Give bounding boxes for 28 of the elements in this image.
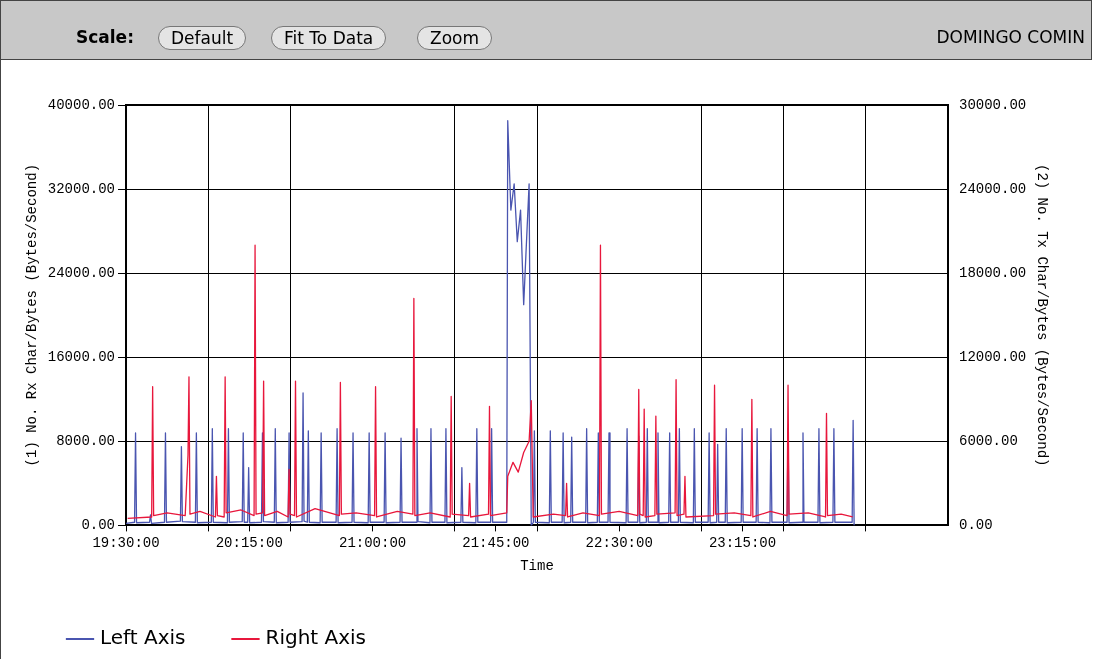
text: Fit To Data xyxy=(271,26,387,50)
x-tick-label: 23:15:00 xyxy=(708,534,777,551)
y-axis-title: (1) No. Rx Char/Bytes (Bytes/Second) xyxy=(24,163,41,467)
y-tick-label: 16000.00 xyxy=(47,348,116,365)
y-tick-label: 24000.00 xyxy=(47,264,116,281)
x-tick-label: 22:30:00 xyxy=(585,534,653,551)
x-tick-label: 21:00:00 xyxy=(338,534,407,551)
text: Default xyxy=(158,26,247,50)
text: Zoom xyxy=(417,26,493,50)
y2-tick-label: 18000.00 xyxy=(958,264,1027,281)
y2-axis-title: (2) No. Tx Char/Bytes (Bytes/Second) xyxy=(1033,163,1050,467)
legend-label: Right Axis xyxy=(265,625,367,650)
y2-tick-label: 6000.00 xyxy=(958,433,1018,450)
y2-tick-label: 24000.00 xyxy=(958,180,1027,197)
y-tick-label: 8000.00 xyxy=(56,433,116,450)
y2-tick-label: 12000.00 xyxy=(958,348,1027,365)
y-tick-label: 0.00 xyxy=(81,517,116,534)
y-tick-label: 40000.00 xyxy=(47,96,116,113)
text: DOMINGO COMIN xyxy=(936,27,1085,47)
x-tick-label: 19:30:00 xyxy=(92,534,160,551)
legend-label: Left Axis xyxy=(100,625,186,650)
x-tick-label: 21:45:00 xyxy=(462,534,530,551)
y2-tick-label: 0.00 xyxy=(958,517,993,534)
x-axis-title: Time xyxy=(520,558,554,575)
x-tick-label: 20:15:00 xyxy=(215,534,283,551)
y2-tick-label: 30000.00 xyxy=(958,96,1027,113)
text: Scale: xyxy=(76,27,134,47)
y-tick-label: 32000.00 xyxy=(47,180,116,197)
